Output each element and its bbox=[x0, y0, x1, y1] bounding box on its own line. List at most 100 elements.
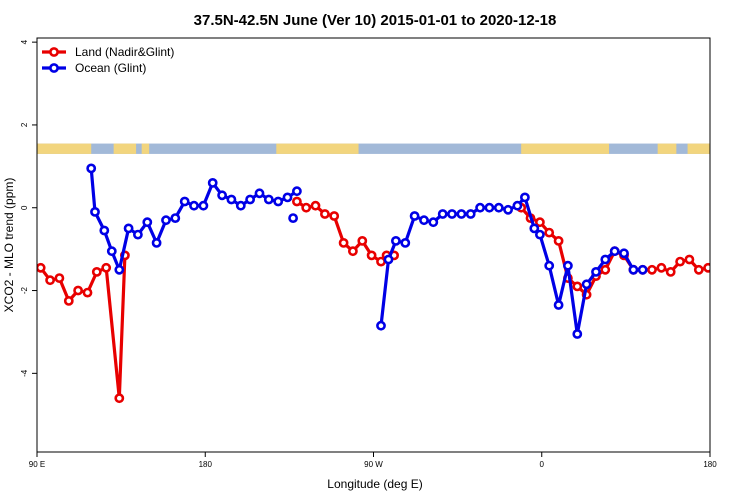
land-span bbox=[276, 143, 359, 154]
data-point bbox=[553, 235, 564, 246]
y-tick-label: 4 bbox=[20, 39, 29, 44]
data-point bbox=[90, 206, 100, 217]
data-point bbox=[254, 188, 265, 199]
data-point bbox=[665, 266, 676, 277]
data-point bbox=[207, 177, 218, 188]
data-point bbox=[742, 165, 749, 172]
legend-label: Ocean (Glint) bbox=[75, 61, 146, 75]
data-point bbox=[132, 229, 143, 240]
series-line bbox=[89, 168, 298, 272]
data-point bbox=[544, 260, 555, 271]
data-point bbox=[591, 266, 601, 277]
series-line bbox=[296, 200, 395, 264]
data-point bbox=[609, 246, 620, 257]
data-point bbox=[703, 262, 710, 273]
data-point bbox=[535, 217, 545, 228]
data-point bbox=[400, 237, 411, 248]
data-point bbox=[465, 209, 476, 219]
data-point bbox=[86, 163, 97, 174]
data-point bbox=[101, 262, 112, 273]
data-point bbox=[409, 211, 420, 221]
y-tick-label: 0 bbox=[20, 205, 29, 210]
chart-title: 37.5N-42.5N June (Ver 10) 2015-01-01 to … bbox=[194, 12, 557, 29]
legend-swatch-point bbox=[49, 63, 59, 73]
land-span bbox=[657, 143, 677, 154]
data-point bbox=[437, 209, 448, 219]
data-point bbox=[91, 266, 102, 277]
data-point bbox=[114, 393, 125, 404]
y-axis: 4 2 0 -2 -4 bbox=[20, 39, 37, 377]
data-point bbox=[475, 202, 485, 213]
x-tick-label: 90 E bbox=[29, 460, 45, 469]
data-point bbox=[329, 211, 340, 221]
data-point bbox=[484, 202, 495, 213]
data-point bbox=[383, 254, 394, 265]
data-point bbox=[54, 273, 65, 283]
data-point bbox=[733, 297, 740, 304]
y-tick-label: -2 bbox=[20, 286, 29, 294]
legend: Land (Nadir&Glint) Ocean (Glint) bbox=[42, 45, 174, 75]
data-point bbox=[628, 264, 639, 275]
land-span bbox=[113, 143, 137, 154]
x-axis-label: Longitude (deg E) bbox=[327, 477, 422, 491]
data-point bbox=[245, 194, 255, 205]
legend-item: Ocean (Glint) bbox=[42, 61, 146, 75]
data-point bbox=[503, 204, 513, 215]
data-point bbox=[714, 277, 721, 284]
x-tick-label: 180 bbox=[703, 460, 717, 469]
data-point bbox=[456, 209, 467, 219]
data-point bbox=[170, 213, 181, 223]
data-point bbox=[282, 192, 293, 203]
data-point bbox=[535, 229, 545, 240]
data-point bbox=[347, 246, 358, 257]
legend-label: Land (Nadir&Glint) bbox=[75, 45, 174, 59]
data-point bbox=[647, 264, 657, 275]
data-point bbox=[142, 217, 153, 228]
data-point bbox=[37, 262, 46, 273]
legend-swatch-point bbox=[49, 47, 59, 57]
data-point bbox=[263, 194, 274, 205]
land-span bbox=[521, 143, 610, 154]
data-point bbox=[63, 295, 74, 306]
data-point bbox=[656, 262, 667, 273]
data-point bbox=[520, 192, 530, 203]
y-axis-label: XCO2 - MLO trend (ppm) bbox=[2, 178, 16, 313]
data-point bbox=[529, 223, 540, 234]
ocean-band bbox=[37, 143, 710, 154]
y-tick-label: 2 bbox=[20, 122, 29, 127]
data-point bbox=[217, 190, 227, 201]
data-point bbox=[161, 215, 171, 226]
data-point bbox=[366, 250, 377, 261]
data-point bbox=[357, 235, 368, 246]
data-point bbox=[619, 248, 629, 259]
land-span bbox=[37, 143, 92, 154]
data-point bbox=[198, 200, 209, 211]
data-point bbox=[684, 254, 695, 265]
data-point bbox=[675, 256, 685, 267]
data-point bbox=[291, 196, 302, 207]
data-point bbox=[235, 200, 246, 211]
data-point bbox=[428, 217, 439, 228]
data-point bbox=[419, 215, 429, 226]
series-line bbox=[746, 168, 750, 269]
series-layer bbox=[37, 163, 750, 404]
data-point bbox=[82, 287, 93, 298]
data-point bbox=[746, 208, 750, 215]
data-point bbox=[338, 237, 349, 248]
data-point bbox=[301, 202, 312, 213]
data-point bbox=[742, 287, 749, 294]
data-point bbox=[512, 200, 523, 211]
data-point bbox=[123, 223, 134, 234]
data-point bbox=[310, 200, 321, 211]
data-point bbox=[291, 186, 302, 197]
data-point bbox=[189, 200, 199, 211]
data-point bbox=[390, 235, 401, 246]
series-ocean bbox=[86, 163, 750, 339]
data-point bbox=[600, 264, 611, 275]
x-tick-label: 0 bbox=[540, 460, 545, 469]
data-point bbox=[99, 225, 110, 236]
data-point bbox=[581, 279, 592, 290]
data-point bbox=[600, 254, 611, 265]
data-point bbox=[572, 329, 583, 339]
